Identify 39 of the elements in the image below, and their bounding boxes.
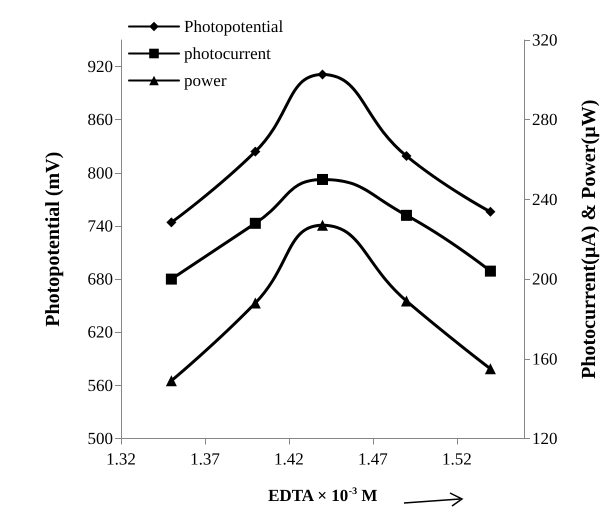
y-axis-title: Photopotential (mV) <box>42 152 64 327</box>
y-tick-label: 500 <box>88 429 113 448</box>
point <box>484 363 496 374</box>
y-tick-label: 860 <box>88 110 113 130</box>
point <box>484 266 496 277</box>
y2-tick-label: 160 <box>532 349 558 368</box>
point <box>166 375 177 386</box>
legend-label: Photopotential <box>184 17 284 36</box>
x-tick-label: 1.42 <box>274 450 304 468</box>
legend-label: photocurrent <box>184 44 272 63</box>
y-tick-label: 620 <box>88 322 113 342</box>
point <box>166 217 176 228</box>
point <box>485 206 496 217</box>
point <box>317 220 328 231</box>
point <box>166 274 177 285</box>
point <box>250 218 261 229</box>
point <box>400 296 412 307</box>
point <box>318 70 328 80</box>
y-tick-label: 920 <box>88 57 113 76</box>
y2-axis-title: Photocurrent(µA) & Power(µW) <box>578 100 600 379</box>
y2-tick-label: 120 <box>532 429 558 448</box>
x-tick-label: 1.32 <box>106 450 136 468</box>
x-tick-label: 1.47 <box>358 450 388 468</box>
y-tick-label: 800 <box>88 163 113 182</box>
y-tick-label: 560 <box>88 376 113 395</box>
x-tick-label: 1.52 <box>442 450 472 468</box>
y2-tick-label: 280 <box>532 110 558 130</box>
y-tick-label: 680 <box>88 270 113 289</box>
y2-tick-label: 200 <box>532 270 558 289</box>
legend-label: power <box>184 71 227 90</box>
y2-tick-label: 240 <box>532 190 558 209</box>
y-tick-label: 740 <box>88 216 113 236</box>
x-tick-label: 1.37 <box>190 450 220 468</box>
point <box>250 146 260 157</box>
y2-tick-label: 320 <box>532 30 558 50</box>
point <box>250 298 261 309</box>
point <box>400 210 412 221</box>
point <box>401 151 412 162</box>
point <box>317 174 328 185</box>
